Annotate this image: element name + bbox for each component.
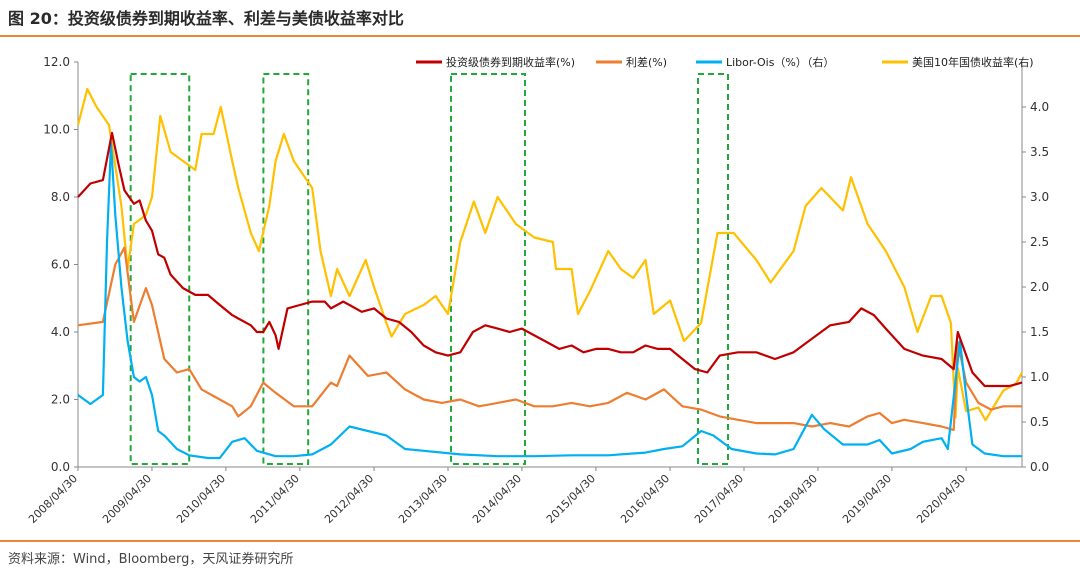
left-tick-label: 12.0: [43, 55, 70, 69]
right-tick-label: 0.5: [1030, 415, 1049, 429]
left-tick-label: 6.0: [51, 258, 70, 272]
left-tick-label: 10.0: [43, 123, 70, 137]
right-tick-label: 2.0: [1030, 280, 1049, 294]
right-tick-label: 2.5: [1030, 235, 1049, 249]
top-rule: [0, 35, 1080, 37]
left-tick-label: 0.0: [51, 460, 70, 474]
x-tick-label: 2019/04/30: [840, 472, 894, 526]
x-tick-label: 2013/04/30: [396, 472, 450, 526]
right-tick-label: 0.0: [1030, 460, 1049, 474]
right-tick-label: 4.0: [1030, 100, 1049, 114]
bottom-rule: [0, 540, 1080, 542]
x-tick-label: 2009/04/30: [100, 472, 154, 526]
left-tick-label: 4.0: [51, 325, 70, 339]
highlight-box-4: [697, 73, 730, 465]
x-tick-label: 2018/04/30: [766, 472, 820, 526]
right-tick-label: 1.5: [1030, 325, 1049, 339]
series-line-1: [77, 131, 1023, 388]
highlight-box-3: [450, 73, 526, 465]
series-line-2: [77, 246, 1022, 431]
legend-label-4: 美国10年国债收益率(右): [912, 55, 1034, 69]
x-tick-label: 2017/04/30: [692, 472, 746, 526]
highlight-boxes: [129, 73, 730, 465]
x-tick-label: 2020/04/30: [914, 472, 968, 526]
highlight-box-2: [262, 73, 310, 465]
chart: 0.0 2.0 4.0 6.0 8.0 10.0 12.0 0.0 0.5 1.0 1.5 2.0 2…: [26, 55, 1049, 526]
x-tick-label: 2016/04/30: [618, 472, 672, 526]
legend-label-3: Libor-Ois（%）（右）: [726, 55, 834, 69]
right-axis-ticks: 0.0 0.5 1.0 1.5 2.0 2.5 3.0 3.5 4.0: [1022, 100, 1049, 474]
x-axis-ticks: 2008/04/30 2009/04/30 2010/04/30 2011/04/30…: [26, 467, 968, 526]
right-tick-label: 3.0: [1030, 190, 1049, 204]
x-tick-label: 2008/04/30: [26, 472, 80, 526]
x-tick-label: 2015/04/30: [544, 472, 598, 526]
source-note: 资料来源：Wind，Bloomberg，天风证券研究所: [8, 552, 294, 567]
left-tick-label: 8.0: [51, 190, 70, 204]
right-tick-label: 1.0: [1030, 370, 1049, 384]
left-tick-label: 2.0: [51, 393, 70, 407]
left-axis-ticks: 0.0 2.0 4.0 6.0 8.0 10.0 12.0: [43, 55, 78, 474]
x-tick-label: 2014/04/30: [470, 472, 524, 526]
series-line-3: [77, 141, 1022, 460]
series-line-4: [76, 87, 1023, 422]
right-tick-label: 3.5: [1030, 145, 1049, 159]
series-lines: [76, 87, 1023, 460]
legend-label-1: 投资级债券到期收益率(%): [446, 55, 575, 69]
x-tick-label: 2012/04/30: [322, 472, 376, 526]
x-tick-label: 2010/04/30: [174, 472, 228, 526]
x-tick-label: 2011/04/30: [248, 472, 302, 526]
legend-label-2: 利差(%): [626, 55, 667, 69]
highlight-box-1: [129, 73, 191, 465]
legend: 投资级债券到期收益率(%) 利差(%) Libor-Ois（%）（右） 美国10年国债…: [416, 55, 1034, 69]
figure-title: 图 20：投资级债券到期收益率、利差与美债收益率对比: [8, 9, 404, 28]
